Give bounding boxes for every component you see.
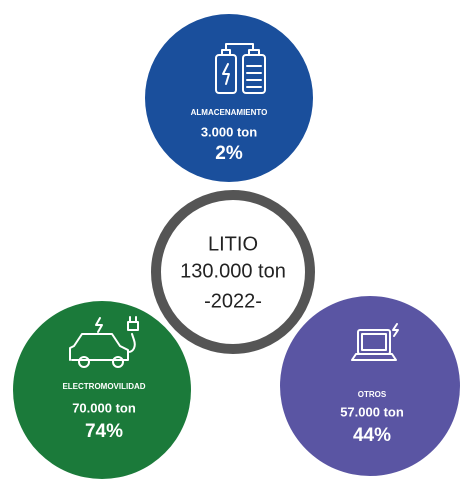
node-label: ELECTROMOVILIDAD: [62, 382, 145, 391]
storage-circle: [145, 14, 313, 182]
mobility-node: ELECTROMOVILIDAD 70.000 ton 74%: [13, 301, 191, 479]
center-year: -2022-: [204, 290, 262, 312]
node-label: OTROS: [358, 390, 387, 399]
node-amount: 70.000 ton: [72, 400, 136, 415]
node-share: 44%: [353, 425, 391, 446]
laptop-icon: [351, 323, 399, 361]
center-circle: [151, 190, 315, 354]
node-amount: 3.000 ton: [201, 124, 257, 139]
center-node: LITIO 130.000 ton -2022-: [151, 190, 315, 354]
node-amount: 57.000 ton: [340, 404, 404, 419]
mobility-circle: [13, 301, 191, 479]
center-title: LITIO: [208, 233, 258, 255]
storage-node: ALMACENAMIENTO 3.000 ton 2%: [145, 14, 313, 182]
node-share: 2%: [215, 143, 243, 164]
node-share: 74%: [85, 421, 123, 442]
other-circle: [280, 296, 460, 476]
battery-icon: [215, 43, 266, 94]
other-node: OTROS 57.000 ton 44%: [280, 296, 460, 476]
node-label: ALMACENAMIENTO: [191, 108, 268, 117]
center-amount: 130.000 ton: [180, 260, 286, 282]
car-icon: [69, 316, 139, 368]
